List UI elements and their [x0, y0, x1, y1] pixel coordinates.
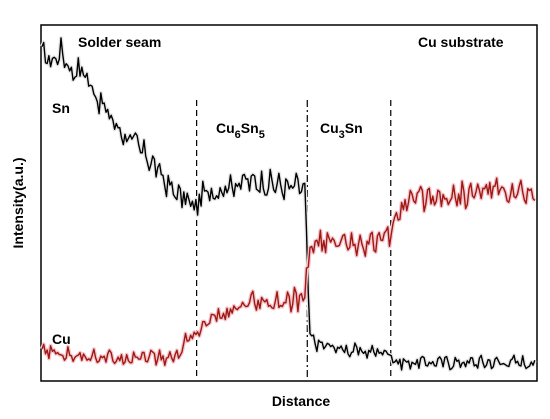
cu3sn-mid: Sn [345, 120, 363, 136]
region-label-solder-seam: Solder seam [78, 34, 161, 50]
region-label-cu6sn5: Cu6Sn5 [216, 120, 265, 141]
cu6sn5-sub1: 6 [235, 129, 241, 141]
cu6sn5-base: Cu [216, 120, 235, 136]
plot-frame [40, 24, 538, 382]
series-halo-cu [40, 176, 537, 368]
cu6sn5-mid: Sn [241, 120, 259, 136]
series-line-sn [41, 37, 536, 371]
y-axis-title: Intensity(a.u.) [10, 157, 26, 248]
series-label-cu: Cu [52, 331, 71, 347]
x-axis-title: Distance [272, 393, 331, 409]
region-label-cu3sn: Cu3Sn [320, 120, 363, 141]
series-layer [40, 36, 537, 372]
cu6sn5-sub2: 5 [259, 129, 265, 141]
cu3sn-base: Cu [320, 120, 339, 136]
series-label-sn: Sn [52, 100, 70, 116]
region-label-cu-substrate: Cu substrate [418, 34, 504, 50]
series-line-cu [41, 177, 536, 366]
cu3sn-sub1: 3 [339, 129, 345, 141]
